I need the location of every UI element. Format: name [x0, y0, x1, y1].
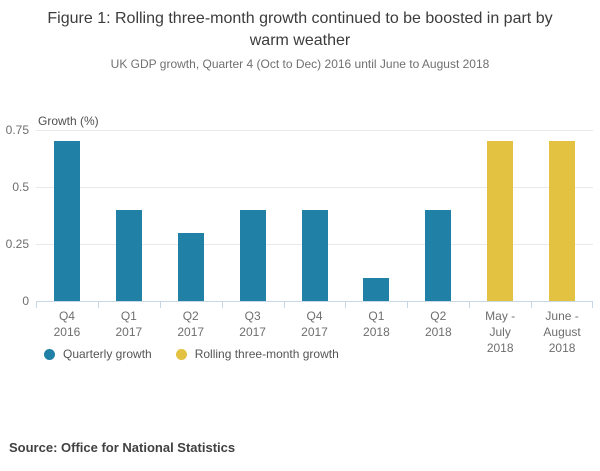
x-axis-tick	[345, 301, 346, 308]
x-axis-label-q2-2017: Q2 2017	[160, 308, 222, 357]
x-axis-tick	[531, 301, 532, 308]
plot-area	[36, 130, 593, 308]
bar-q4-2016[interactable]	[53, 141, 80, 301]
bar-slot-q3-2017	[222, 130, 284, 301]
gridline-0.75	[36, 130, 593, 131]
bar-slot-q4-2016	[36, 130, 98, 301]
x-axis-label-line: Q1	[120, 309, 137, 323]
x-axis-label-q1-2018: Q1 2018	[345, 308, 407, 357]
x-axis-label-q4-2017: Q4 2017	[284, 308, 346, 357]
legend-label: Rolling three-month growth	[194, 347, 339, 361]
y-axis-label-0.5: 0.5	[12, 180, 29, 194]
bar-slot-q1-2017	[98, 130, 160, 301]
x-axis-label-q1-2017: Q1 2017	[98, 308, 160, 357]
bar-q4-2017[interactable]	[301, 209, 328, 301]
x-axis-label-line: 2018	[424, 325, 452, 340]
x-axis-label-line: Q2	[182, 309, 199, 323]
x-axis-tick	[284, 301, 285, 308]
x-axis-label-line: 2017	[239, 325, 266, 340]
bar-slot-q1-2018	[345, 130, 407, 301]
x-axis-tick	[222, 301, 223, 308]
legend-item-quarterly-growth[interactable]: Quarterly growth	[44, 347, 152, 361]
bar-may-july-2018[interactable]	[487, 141, 514, 301]
x-axis-label-line: Q2	[430, 309, 447, 323]
x-axis-label-line: 2018	[486, 341, 514, 356]
legend-swatch-icon	[44, 348, 55, 360]
x-axis-label-line: June -	[545, 309, 579, 323]
x-axis-label-line: Q4	[58, 309, 75, 323]
x-axis-labels: Q4 2016 Q1 2017 Q2 2017 Q3 2017 Q4 2017 Q1 2018 Q2 20…	[36, 308, 593, 357]
x-axis-label-line: 2017	[115, 325, 143, 340]
bar-slot-may-july-2018	[469, 130, 531, 301]
x-axis-label-line: 2017	[301, 325, 328, 340]
bar-slots	[36, 130, 593, 301]
bar-slot-q2-2017	[160, 130, 222, 301]
bar-june-august-2018[interactable]	[549, 141, 576, 301]
x-axis-label-line: Q1	[368, 309, 385, 323]
chart-title: Figure 1: Rolling three-month growth con…	[47, 10, 553, 50]
x-axis-label-line: May -	[485, 309, 516, 323]
x-axis-label-line: 2018	[363, 325, 390, 340]
legend-item-rolling-three-month-growth[interactable]: Rolling three-month growth	[175, 347, 339, 361]
bar-q1-2018[interactable]	[363, 278, 390, 301]
legend-label: Quarterly growth	[63, 347, 152, 361]
x-axis-label-q4-2016: Q4 2016	[36, 308, 98, 357]
y-axis-labels: 0 0.25 0.5 0.75	[0, 123, 29, 308]
bar-q2-2017[interactable]	[177, 232, 204, 301]
bar-slot-q2-2018	[407, 130, 469, 301]
x-axis-label-line: Q3	[244, 309, 261, 323]
x-axis-tick	[592, 301, 593, 308]
x-axis-label-line: 2017	[177, 325, 205, 340]
x-axis-tick	[407, 301, 408, 308]
x-axis-label-q3-2017: Q3 2017	[222, 308, 284, 357]
bar-slot-june-august-2018	[531, 130, 593, 301]
bar-q3-2017[interactable]	[239, 209, 266, 301]
x-axis-tick	[469, 301, 470, 308]
y-axis-label-0: 0	[22, 294, 29, 308]
x-axis-label-q2-2018: Q2 2018	[407, 308, 469, 357]
bar-q1-2017[interactable]	[115, 209, 142, 301]
x-axis-label-line: August	[543, 325, 581, 340]
x-axis-tick	[98, 301, 99, 308]
x-axis-label-may-july-2018: May - July 2018	[469, 308, 531, 357]
y-axis-title: Growth (%)	[38, 114, 99, 128]
bar-q2-2018[interactable]	[425, 209, 452, 301]
x-axis-label-june-august-2018: June - August 2018	[531, 308, 593, 357]
x-axis-tick	[36, 301, 37, 308]
legend-swatch-icon	[175, 348, 187, 360]
x-axis-label-line: July	[489, 325, 511, 340]
gridline-0.5	[36, 187, 593, 188]
x-axis-label-line: 2016	[53, 325, 81, 340]
chart-subtitle: UK GDP growth, Quarter 4 (Oct to Dec) 20…	[110, 57, 490, 71]
x-axis-label-line: Q4	[306, 309, 323, 323]
y-axis-label-0.75: 0.75	[5, 123, 29, 137]
bar-slot-q4-2017	[284, 130, 346, 301]
y-axis-label-0.25: 0.25	[5, 237, 29, 251]
legend: Quarterly growth Rolling three-month grow…	[44, 347, 339, 361]
x-axis-tick	[160, 301, 161, 308]
x-axis-label-line: 2018	[548, 341, 576, 356]
source-note: Source: Office for National Statistics	[9, 440, 236, 455]
